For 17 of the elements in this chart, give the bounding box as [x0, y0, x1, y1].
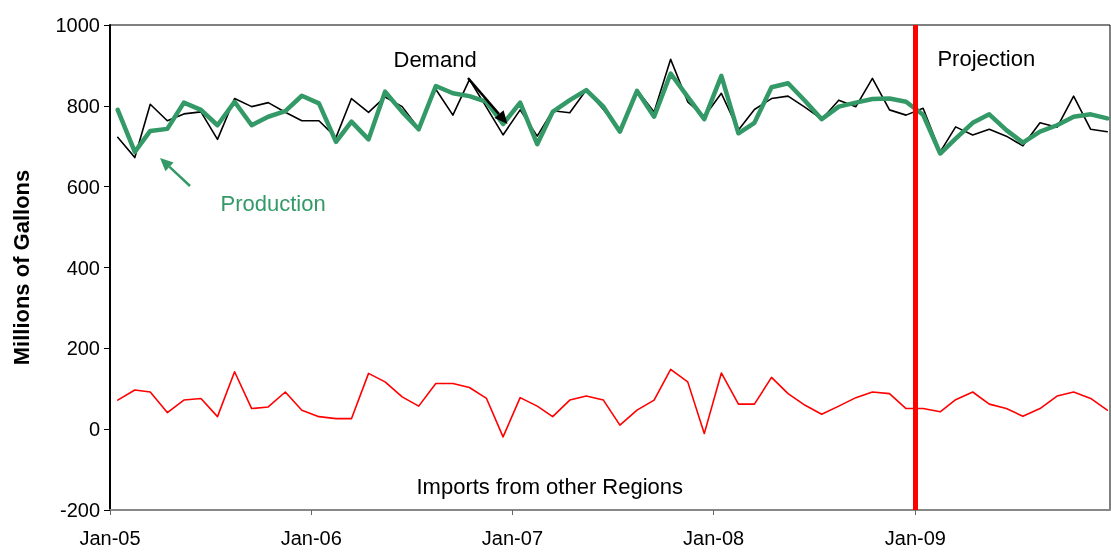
annotation: Demand: [393, 47, 477, 73]
y-tick-label: 1000: [55, 14, 100, 36]
annotation: Imports from other Regions: [416, 474, 684, 500]
y-axis-title: Millions of Gallons: [8, 169, 34, 366]
x-tick-label: Jan-08: [683, 527, 745, 549]
y-tick-label: -200: [59, 499, 100, 521]
y-tick-label: 0: [88, 418, 100, 441]
y-tick-label: 800: [66, 94, 100, 117]
y-tick-label: 200: [66, 337, 100, 360]
x-tick-label: Jan-09: [884, 527, 946, 549]
y-tick-label: 400: [66, 256, 100, 279]
y-tick-label: 600: [66, 175, 100, 198]
annotation: Production: [220, 191, 326, 217]
x-tick-label: Jan-07: [481, 527, 543, 549]
x-tick-label: Jan-06: [280, 527, 342, 549]
ref-line-label: Projection: [937, 46, 1036, 72]
x-tick-label: Jan-05: [79, 527, 141, 549]
